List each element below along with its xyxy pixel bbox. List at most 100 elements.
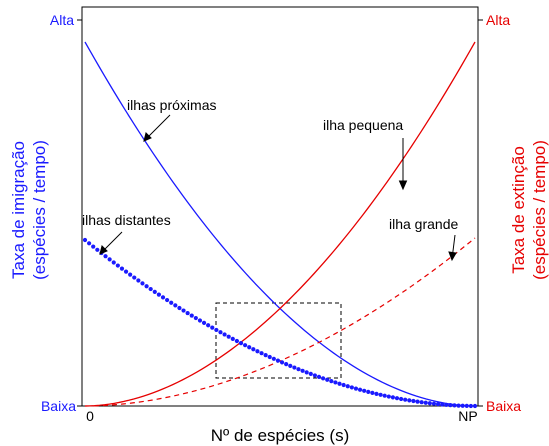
distant-curve-dot [119, 266, 125, 271]
distant-curve-dot [337, 381, 342, 386]
distant-curve-dot [222, 332, 227, 337]
distant-curve-dot [399, 396, 404, 402]
distant-curve-dot [435, 402, 441, 407]
distant-curve-dot [460, 403, 465, 408]
distant-curve-dot [87, 241, 92, 246]
x-axis-title: Nº de espécies (s) [211, 426, 349, 445]
distant-curve-dot [234, 338, 239, 344]
distant-curve-dot [353, 386, 359, 391]
distant-curve-dot [345, 384, 350, 389]
immigration-curve-distant-islands [82, 237, 478, 409]
distant-curve-dot [362, 388, 367, 393]
distant-curve-dot [304, 370, 309, 375]
distant-curve-dot [91, 244, 96, 249]
distant-curve-dot [148, 286, 153, 292]
distant-curve-dot [107, 257, 112, 262]
distant-curve-dot [403, 397, 408, 402]
distant-curve-dot [468, 403, 473, 409]
distant-curve-dot [419, 400, 424, 405]
distant-curve-dot [448, 403, 453, 408]
distant-curve-dot [128, 272, 133, 277]
distant-curve-dot [452, 403, 457, 408]
distant-curve-dot [255, 349, 260, 354]
distant-curve-dot [472, 403, 478, 409]
distant-curve-dot [218, 330, 223, 335]
distant-curve-dot [431, 401, 437, 406]
distant-curve-dot [152, 289, 157, 294]
left-axis-title-line2: (espécies / tempo) [30, 140, 49, 280]
plot-frame [81, 6, 479, 407]
distant-curve-dot [440, 402, 445, 407]
distant-curve-dot [415, 399, 420, 404]
distant-curve-dot [333, 380, 338, 385]
distant-curve-dot [263, 352, 268, 358]
arrow-near-head [143, 132, 152, 142]
distant-curve-dot [169, 300, 174, 305]
distant-curve-dot [238, 341, 244, 346]
distant-curve-dot [206, 323, 211, 328]
distant-curve-dot [275, 358, 281, 363]
distant-curve-dot [210, 325, 215, 330]
distant-curve-dot [464, 403, 469, 408]
distant-curve-dot [390, 395, 395, 400]
distant-curve-dot [165, 297, 170, 303]
distant-curve-dot [312, 373, 317, 378]
distant-curve-dot [316, 374, 322, 379]
distant-curve-dot [132, 275, 137, 280]
distant-curve-dot [444, 402, 449, 407]
right-axis-low: Baixa [486, 398, 521, 414]
distant-curve-dot [411, 398, 416, 404]
label-distant-islands: ilhas distantes [82, 212, 171, 228]
extinction-curve-small-island [84, 41, 476, 407]
label-large-island: ilha grande [389, 216, 458, 232]
left-axis-title-line1: Taxa de imigração [9, 141, 28, 279]
distant-curve-dot [230, 336, 235, 341]
distant-curve-dot [173, 303, 178, 308]
distant-curve-dot [296, 367, 301, 372]
distant-curve-dot [103, 254, 108, 259]
distant-curve-dot [288, 363, 293, 368]
distant-curve-dot [271, 356, 276, 361]
distant-curve-dot [181, 308, 186, 313]
distant-curve-dot [407, 398, 412, 403]
distant-curve-dot [329, 379, 334, 384]
distant-curve-dot [82, 237, 88, 243]
x-tick-zero: 0 [86, 408, 94, 424]
distant-curve-dot [341, 382, 346, 388]
extinction-curve-large-island [84, 237, 476, 407]
distant-curve-dot [374, 391, 379, 396]
distant-curve-dot [382, 393, 387, 398]
left-axis-high: Alta [50, 12, 74, 28]
right-axis-title-line1: Taxa de extinção [509, 146, 528, 274]
distant-curve-dot [243, 343, 248, 348]
distant-curve-dot [394, 396, 400, 401]
distant-curve-dot [423, 400, 428, 405]
distant-curve-dot [366, 389, 371, 394]
distant-curve-dot [300, 368, 305, 373]
distant-curve-dot [267, 354, 272, 360]
distant-curve-dot [349, 385, 354, 390]
distant-curve-dot [144, 284, 149, 289]
distant-curve-dot [259, 351, 264, 356]
distant-curve-dot [189, 313, 194, 318]
distant-curve-dot [123, 269, 129, 274]
distant-curve-dot [177, 305, 182, 311]
distant-curve-dot [95, 247, 100, 252]
distant-curve-dot [386, 394, 391, 399]
distant-curve-dot [308, 371, 313, 377]
label-near-islands: ilhas próximas [127, 97, 216, 113]
distant-curve-dot [325, 377, 330, 382]
distant-curve-dot [201, 320, 207, 326]
distant-curve-dot [427, 401, 432, 406]
distant-curve-dot [456, 403, 461, 408]
distant-curve-dot [226, 334, 231, 339]
distant-curve-dot [115, 263, 120, 268]
distant-curve-dot [214, 327, 219, 333]
distant-curve-dot [193, 315, 198, 321]
equilibrium-zoom-box [215, 302, 342, 379]
arrow-distant-head [99, 245, 108, 255]
distant-curve-dot [284, 362, 289, 367]
distant-curve-dot [156, 292, 161, 297]
arrow-large-head [448, 251, 457, 262]
